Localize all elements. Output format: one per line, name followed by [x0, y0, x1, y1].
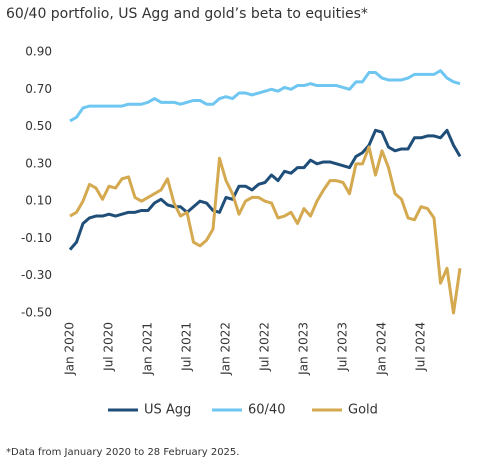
x-tick-label: Jul 2020 — [102, 322, 116, 372]
series-line — [69, 145, 462, 315]
x-tick-label: Jul 2023 — [336, 322, 350, 372]
y-tick-label: -0.50 — [21, 306, 52, 320]
y-tick-label: 0.30 — [25, 156, 52, 170]
x-tick-label: Jul 2024 — [414, 322, 428, 372]
y-tick-label: 0.70 — [25, 82, 52, 96]
series-line — [68, 128, 462, 251]
x-tick-label: Jan 2023 — [297, 322, 311, 376]
x-tick-label: Jul 2022 — [258, 322, 272, 372]
y-tick-label: 0.10 — [25, 194, 52, 208]
legend-label: US Agg — [144, 403, 191, 418]
x-tick-label: Jan 2021 — [141, 322, 155, 376]
series-line — [69, 69, 461, 123]
footnote: *Data from January 2020 to 28 February 2… — [6, 447, 239, 458]
x-tick-label: Jul 2021 — [180, 322, 194, 372]
x-tick-label: Jan 2024 — [375, 322, 389, 376]
x-tick-label: Jan 2020 — [63, 322, 77, 376]
y-tick-label: 0.50 — [25, 119, 52, 133]
y-tick-label: -0.30 — [21, 268, 52, 282]
legend-label: 60/40 — [248, 403, 285, 418]
y-tick-label: 0.90 — [25, 45, 52, 59]
chart-title: 60/40 portfolio, US Agg and gold’s beta … — [6, 6, 368, 22]
y-tick-label: -0.10 — [21, 231, 52, 245]
x-tick-label: Jan 2022 — [219, 322, 233, 376]
legend-label: Gold — [348, 403, 378, 418]
